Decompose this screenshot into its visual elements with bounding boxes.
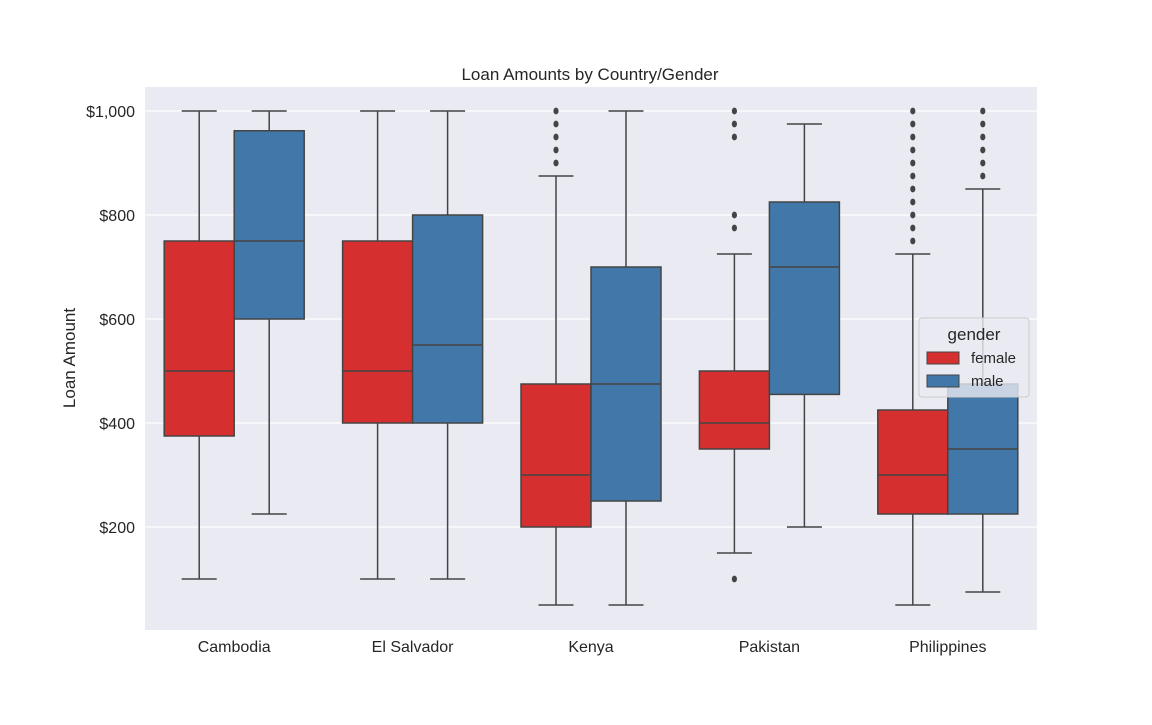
box-male-kenya [590, 110, 662, 606]
outlier-point [553, 107, 559, 115]
outlier-point [910, 198, 916, 206]
box-iqr [163, 240, 235, 437]
outlier-point [980, 146, 986, 154]
legend-swatch-female [926, 351, 960, 365]
outlier-point [553, 146, 559, 154]
y-tick-label: $600 [99, 312, 135, 329]
box-series [163, 107, 1019, 606]
x-tick-label: El Salvador [372, 639, 454, 656]
box-male-cambodia [233, 110, 305, 515]
series-male [233, 107, 1019, 606]
y-tick-label: $200 [99, 520, 135, 537]
outlier-point [910, 107, 916, 115]
box-iqr [341, 240, 414, 424]
x-tick-label: Kenya [568, 639, 613, 656]
series-female [163, 107, 949, 606]
outlier-point [553, 159, 559, 167]
box-iqr [520, 383, 592, 528]
outlier-point [910, 237, 916, 245]
outlier-point [910, 211, 916, 219]
outlier-point [910, 120, 916, 128]
outlier-point [910, 224, 916, 232]
outlier-point [731, 120, 738, 128]
outlier-point [980, 172, 986, 180]
box-male-pakistan [768, 123, 841, 528]
box-iqr [877, 409, 949, 515]
box-iqr [768, 201, 841, 396]
outlier-point [731, 107, 738, 115]
box-female-philippines [877, 107, 949, 606]
outlier-point [910, 146, 916, 154]
outlier-point [731, 224, 738, 232]
outlier-point [731, 211, 738, 219]
box-iqr [411, 214, 484, 424]
outlier-point [910, 133, 916, 141]
legend-label-female: female [971, 350, 1016, 367]
legend: gender female male [918, 317, 1030, 398]
x-tick-label: Cambodia [198, 639, 271, 656]
outlier-point [910, 185, 916, 193]
box-male-philippines [947, 107, 1019, 593]
x-tick-label: Philippines [909, 639, 986, 656]
legend-label-male: male [971, 373, 1004, 390]
outlier-point [731, 575, 738, 583]
y-axis-label: Loan Amount [60, 308, 79, 408]
legend-items: female male [926, 350, 1016, 390]
outlier-point [980, 120, 986, 128]
legend-title: gender [948, 325, 1001, 344]
outlier-point [980, 159, 986, 167]
x-tick-label: Pakistan [739, 639, 800, 656]
outlier-point [980, 107, 986, 115]
y-tick-label: $400 [99, 416, 135, 433]
outlier-point [910, 172, 916, 180]
box-female-el-salvador [341, 110, 414, 580]
legend-swatch-male [926, 374, 960, 388]
box-iqr [233, 130, 305, 320]
outlier-point [980, 133, 986, 141]
outlier-point [910, 159, 916, 167]
x-tick-labels: Cambodia El Salvador Kenya Pakistan Philippi… [198, 639, 987, 656]
chart-title: Loan Amounts by Country/Gender [461, 65, 718, 84]
y-tick-label: $800 [99, 208, 135, 225]
y-tick-labels: $200 $400 $600 $800 $1,000 [86, 104, 135, 537]
y-tick-label: $1,000 [86, 104, 135, 121]
outlier-point [553, 120, 559, 128]
outlier-point [731, 133, 738, 141]
box-female-pakistan [698, 107, 771, 583]
outlier-point [553, 133, 559, 141]
box-female-cambodia [163, 110, 235, 580]
box-female-kenya [520, 107, 592, 606]
box-iqr [698, 370, 771, 450]
box-male-el-salvador [411, 110, 484, 580]
